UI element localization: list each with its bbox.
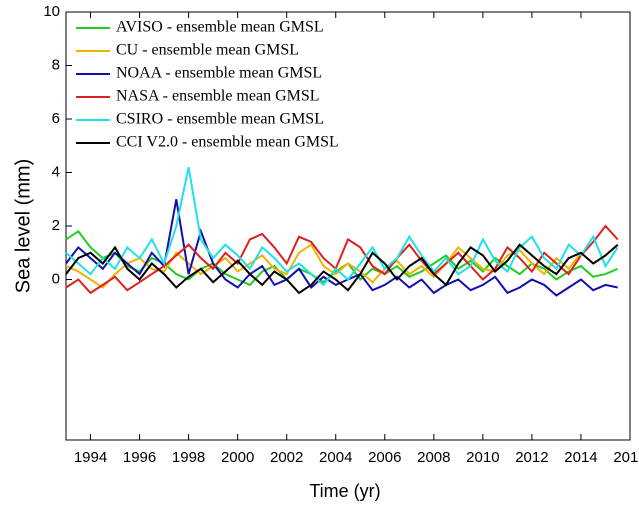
y-tick-label: 6 <box>52 110 60 127</box>
legend-label: NASA - ensemble mean GMSL <box>116 88 320 105</box>
series-line <box>65 166 619 287</box>
x-tick-label: 2010 <box>466 449 499 466</box>
y-tick-label: 2 <box>52 217 60 234</box>
x-tick-label: 2002 <box>270 449 303 466</box>
x-tick-label: 1996 <box>123 449 156 466</box>
legend-label: NOAA - ensemble mean GMSL <box>116 65 322 82</box>
x-tick-label: 2014 <box>564 449 597 466</box>
y-tick-label: 0 <box>52 270 60 287</box>
x-tick-label: 2006 <box>368 449 401 466</box>
legend-label: CCI V2.0 - ensemble mean GMSL <box>116 134 339 151</box>
y-tick-label: 8 <box>52 56 60 73</box>
x-tick-label: 2008 <box>417 449 450 466</box>
legend-label: CSIRO - ensemble mean GMSL <box>116 111 324 128</box>
x-tick-label: 2012 <box>515 449 548 466</box>
legend-label: AVISO - ensemble mean GMSL <box>116 19 324 36</box>
series-line <box>65 243 619 295</box>
x-tick-label: 2000 <box>221 449 254 466</box>
series-line <box>65 199 618 297</box>
x-tick-label: 1994 <box>74 449 107 466</box>
x-tick-label: 1998 <box>172 449 205 466</box>
x-tick-label: 2016 <box>613 449 639 466</box>
x-axis-label: Time (yr) <box>309 481 380 501</box>
x-tick-label: 2004 <box>319 449 352 466</box>
legend-label: CU - ensemble mean GMSL <box>116 42 299 59</box>
y-tick-label: 4 <box>52 163 60 180</box>
y-tick-label: 10 <box>43 3 60 20</box>
y-axis-label: Sea level (mm) <box>12 159 34 293</box>
